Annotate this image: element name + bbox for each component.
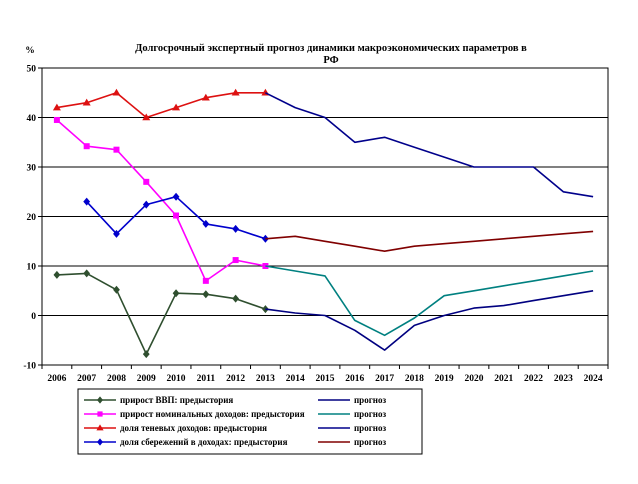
data-point-s0-2009 <box>142 350 150 359</box>
data-point-s6-2007 <box>83 197 91 206</box>
data-point-s6-2009 <box>142 200 150 209</box>
x-tick-label: 2021 <box>494 374 513 384</box>
x-tick-label: 2008 <box>107 374 126 384</box>
y-tick-label: 10 <box>27 263 37 273</box>
chart-title-line-2: РФ <box>323 55 338 66</box>
data-point-s0-2012 <box>232 294 240 303</box>
x-tick-label: 2018 <box>405 374 424 384</box>
legend-label-2: прирост номинальных доходов: предыстория <box>120 409 305 419</box>
data-point-s2-2006 <box>53 116 60 123</box>
data-point-s4-2010 <box>172 103 181 111</box>
x-tick-label: 2023 <box>554 374 573 384</box>
series-line-5 <box>265 92 594 198</box>
x-tick-label: 2015 <box>316 374 335 384</box>
x-tick-label: 2024 <box>584 374 603 384</box>
x-tick-label: 2022 <box>524 374 543 384</box>
x-tick-label: 2017 <box>375 374 394 384</box>
data-point-s0-2008 <box>113 285 120 294</box>
x-tick-label: 2009 <box>137 374 156 384</box>
legend-label-5: прогноз <box>354 423 386 433</box>
legend-label-7: прогноз <box>354 437 386 447</box>
data-point-s6-2008 <box>113 229 120 238</box>
data-point-s4-2011 <box>201 93 210 101</box>
data-point-s0-2007 <box>83 269 91 278</box>
x-tick-label: 2014 <box>286 374 305 384</box>
legend-marker-2 <box>97 411 103 417</box>
x-tick-label: 2013 <box>256 374 275 384</box>
y-tick-label: 50 <box>27 65 37 75</box>
x-tick-label: 2020 <box>464 374 483 384</box>
plot-area-frame <box>41 67 609 366</box>
data-point-s0-2006 <box>53 270 61 279</box>
x-tick-label: 2011 <box>197 374 216 384</box>
series-line-3 <box>265 265 594 337</box>
x-tick-label: 2019 <box>435 374 454 384</box>
data-point-s2-2008 <box>113 146 120 153</box>
data-point-s4-2009 <box>142 113 151 121</box>
x-tick-label: 2010 <box>167 374 186 384</box>
data-point-s6-2011 <box>202 219 210 228</box>
series-line-4 <box>56 92 266 119</box>
data-point-s0-2010 <box>172 289 180 298</box>
data-point-s6-2010 <box>172 192 180 201</box>
legend-box <box>77 388 423 455</box>
y-tick-label: 40 <box>27 114 37 124</box>
x-tick-label: 2006 <box>47 374 66 384</box>
series-line-1 <box>265 290 594 351</box>
x-tick-label: 2016 <box>345 374 364 384</box>
legend-marker-4 <box>96 424 104 431</box>
y-tick-label: 20 <box>27 213 37 223</box>
legend-label-6: доля сбережений в доходах: предыстория <box>120 437 288 447</box>
legend-label-0: прирост ВВП: предыстория <box>120 395 233 405</box>
data-point-s2-2007 <box>83 143 90 150</box>
data-point-s2-2010 <box>173 212 180 219</box>
y-tick-label: 0 <box>31 312 36 322</box>
data-point-s4-2008 <box>112 88 121 96</box>
x-tick-label: 2012 <box>226 374 245 384</box>
series-line-0 <box>56 272 266 355</box>
series-line-2 <box>56 119 266 282</box>
series-line-7 <box>265 230 594 252</box>
y-tick-label: -10 <box>23 362 36 372</box>
x-tick-label: 2007 <box>77 374 96 384</box>
data-point-s2-2009 <box>143 178 150 185</box>
legend-label-3: прогноз <box>354 409 386 419</box>
legend-marker-6 <box>97 438 103 446</box>
data-point-s4-2007 <box>82 98 91 106</box>
legend-marker-0 <box>97 396 103 404</box>
data-point-s0-2011 <box>202 290 210 299</box>
data-point-s2-2012 <box>232 257 239 264</box>
data-point-s6-2012 <box>232 224 240 233</box>
data-point-s4-2006 <box>52 103 61 111</box>
data-point-s4-2012 <box>231 88 240 96</box>
y-axis-label: % <box>25 46 35 56</box>
legend-label-4: доля теневых доходов: предыстория <box>120 423 267 433</box>
data-point-s2-2011 <box>202 277 209 284</box>
legend-label-1: прогноз <box>354 395 386 405</box>
y-tick-label: 30 <box>27 164 37 174</box>
chart-title-line-1: Долгосрочный экспертный прогноз динамики… <box>135 43 527 54</box>
